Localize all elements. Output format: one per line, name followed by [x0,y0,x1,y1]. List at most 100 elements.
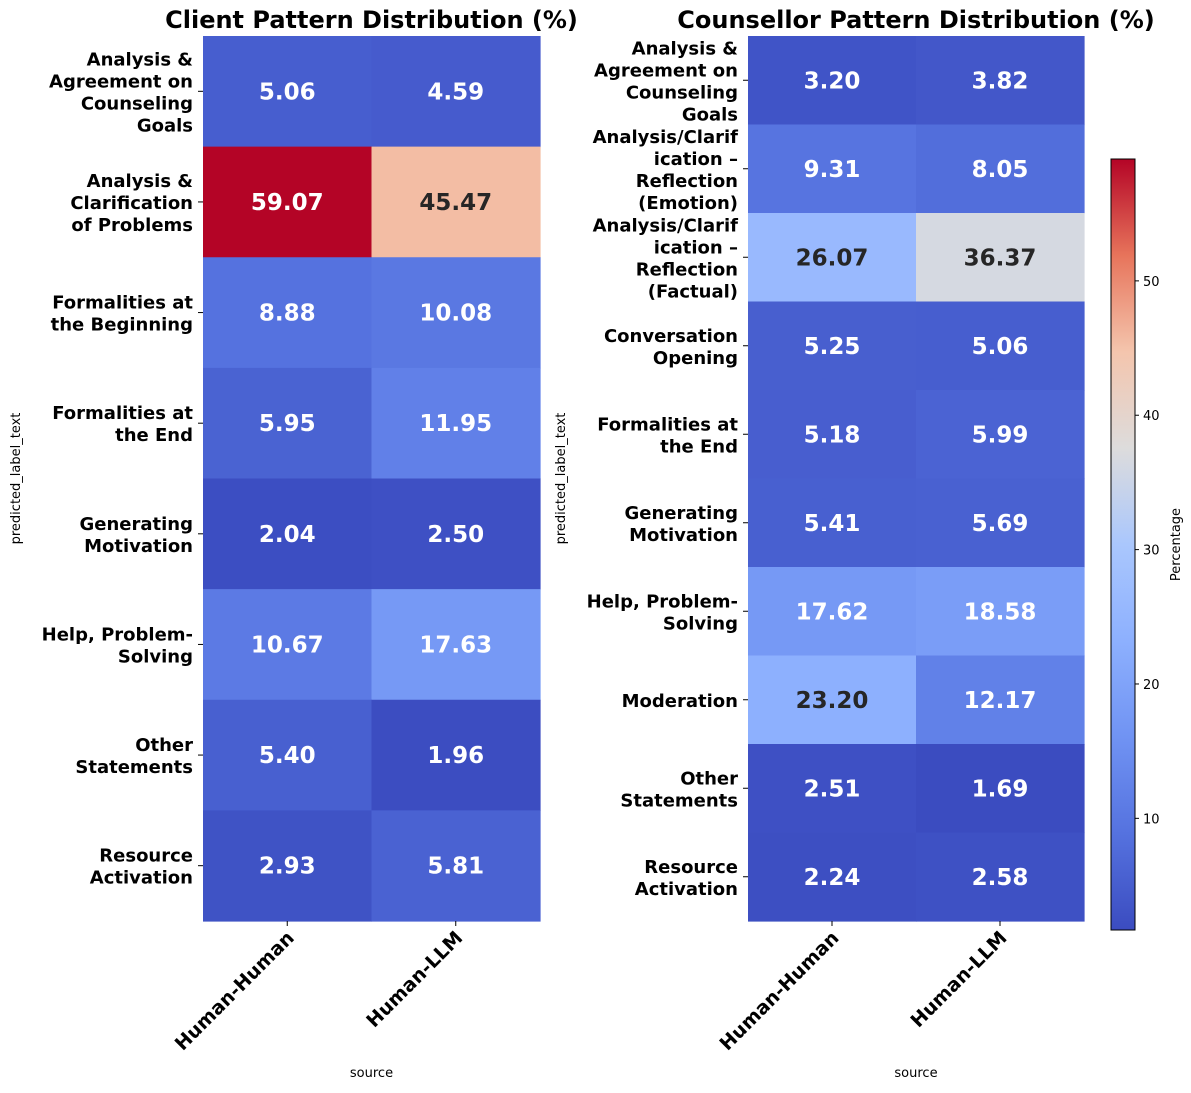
counsellor-y-tick-label: Formalities at the End [597,414,738,457]
client-heatmap-cell [371,589,541,701]
counsellor-y-tick-label-line: Other [680,768,738,789]
counsellor-cell-value-label: 26.07 [796,245,869,271]
client-y-tick-label: Formalities at the End [52,403,193,446]
counsellor-cell-value-label: 2.58 [972,865,1029,891]
counsellor-heatmap-cell [916,744,1085,834]
client-y-tick-label-line: Formalities at [52,403,193,424]
counsellor-cell-value-label: 5.69 [972,511,1029,537]
client-cell-value-label: 1.96 [427,743,484,769]
counsellor-cell-value-label: 36.37 [964,245,1037,271]
client-y-axis-label: predicted_label_text [9,413,24,545]
counsellor-cell-value-label: 5.41 [804,511,861,537]
client-chart-title: Client Pattern Distribution (%) [165,6,578,34]
client-y-tick-label: Formalities at the Beginning [51,293,194,336]
client-y-tick-label-line: Help, Problem- [42,624,193,645]
client-x-tick-label: Human-Human [171,927,299,1055]
counsellor-y-tick-label-line: ication – [654,237,738,258]
counsellor-heatmap-cell [916,36,1085,126]
counsellor-y-tick-label-line: Statements [620,790,738,811]
client-heatmap-cell [371,699,541,811]
counsellor-x-tick-label: Human-LLM [906,927,1011,1032]
counsellor-heatmap-cell [916,478,1085,568]
client-y-tick-label-line: the End [115,425,193,446]
counsellor-cell-value-label: 23.20 [796,688,869,714]
counsellor-cell-value-label: 3.20 [804,68,861,94]
counsellor-y-tick-label-line: Counseling [626,82,738,103]
counsellor-y-tick-label-line: the End [660,436,738,457]
counsellor-cell-value-label: 5.06 [972,334,1029,360]
client-y-tick-label-line: Other [135,735,193,756]
counsellor-y-tick-label-line: Solving [663,613,738,634]
client-cell-value-label: 2.50 [427,522,484,548]
client-cell-value-label: 17.63 [419,632,492,658]
counsellor-y-tick-label: Analysis/Clarif ication – Reflection (Factu… [593,215,739,302]
client-heatmap-cell [371,36,541,148]
counsellor-y-tick-label-line: Generating [624,503,738,524]
client-y-tick-label: Resource Activation [90,846,193,889]
counsellor-y-tick-label-line: (Factual) [648,281,738,302]
client-y-tick-label-line: Activation [90,868,193,889]
client-cell-value-label: 8.88 [259,301,316,327]
counsellor-cell-value-label: 5.99 [972,422,1029,448]
client-cell-value-label: 2.93 [259,854,316,880]
client-cell-value-label: 2.04 [259,522,316,548]
client-heatmap-cell [203,257,373,369]
counsellor-y-tick-label-line: Moderation [622,691,738,712]
client-heatmap-cell [203,810,373,922]
counsellor-x-tick-label: Human-Human [716,927,844,1055]
counsellor-heatmap-cell [748,213,917,303]
colorbar-tick-label: 50 [1143,275,1160,290]
colorbar-tick-label: 30 [1143,544,1160,559]
client-y-tick-label: Analysis & Clarification of Problems [70,171,193,236]
client-heatmap-cell [371,257,541,369]
colorbar: 10 20 30 40 50 Percentage [1110,158,1184,931]
client-y-tick-label-line: Resource [99,846,193,867]
client-y-tick-label-line: of Problems [71,215,193,236]
counsellor-y-tick-label-line: Formalities at [597,414,738,435]
colorbar-tick-label: 40 [1143,409,1160,424]
counsellor-y-tick-label: Generating Motivation [624,503,738,546]
counsellor-y-tick-label-line: Goals [682,104,738,125]
counsellor-cell-value-label: 9.31 [804,157,861,183]
client-heatmap-cell [371,146,541,258]
colorbar-tick-label: 10 [1143,812,1160,827]
client-y-tick-label: Help, Problem-Solving [42,624,193,667]
client-x-axis-label: source [350,1066,393,1081]
colorbar-tick-label: 20 [1143,678,1160,693]
counsellor-y-tick-label-line: Reflection [636,259,738,280]
colorbar-gradient [1110,158,1136,931]
client-y-tick-label: Generating Motivation [79,514,193,557]
client-y-tick-label-line: Clarification [70,193,193,214]
client-heatmap-cell [371,367,541,480]
client-y-tick-label-line: Motivation [84,536,193,557]
counsellor-heatmap-cell [748,567,917,657]
counsellor-y-tick-label: Help, Problem-Solving [587,591,738,634]
counsellor-heatmap-cell [916,124,1085,214]
counsellor-cell-value-label: 2.51 [804,776,861,802]
counsellor-heatmap-cell [916,390,1085,480]
client-heatmap-cell [203,699,373,811]
client-heatmap-cell [203,478,373,590]
counsellor-y-tick-label: Moderation [622,691,738,712]
client-x-tick-label: Human-LLM [362,927,467,1032]
client-y-tick-label: Analysis & Agreement on Counseling Goals [49,49,193,136]
counsellor-cell-value-label: 5.18 [804,422,861,448]
counsellor-cell-value-label: 17.62 [796,599,869,625]
counsellor-cell-value-label: 12.17 [964,688,1037,714]
client-y-tick-label: Other Statements [75,735,193,778]
counsellor-y-tick-label-line: Opening [653,348,738,369]
counsellor-heatmap-cell [748,124,917,214]
client-y-tick-label-line: Formalities at [52,293,193,314]
client-heatmap-cell [203,589,373,701]
client-cell-value-label: 59.07 [251,190,324,216]
client-heatmap-cell [371,810,541,922]
client-y-tick-label-line: Counseling [81,93,193,114]
client-heatmap-panel: Client Pattern Distribution (%) 5.06 4.59 A… [9,6,578,1081]
counsellor-y-tick-label: Conversation Opening [604,326,738,369]
counsellor-heatmap-cell [748,36,917,126]
client-y-tick-label-line: the Beginning [51,315,193,336]
client-heatmap-cell [203,146,373,258]
counsellor-y-tick-label-line: Reflection [636,171,738,192]
